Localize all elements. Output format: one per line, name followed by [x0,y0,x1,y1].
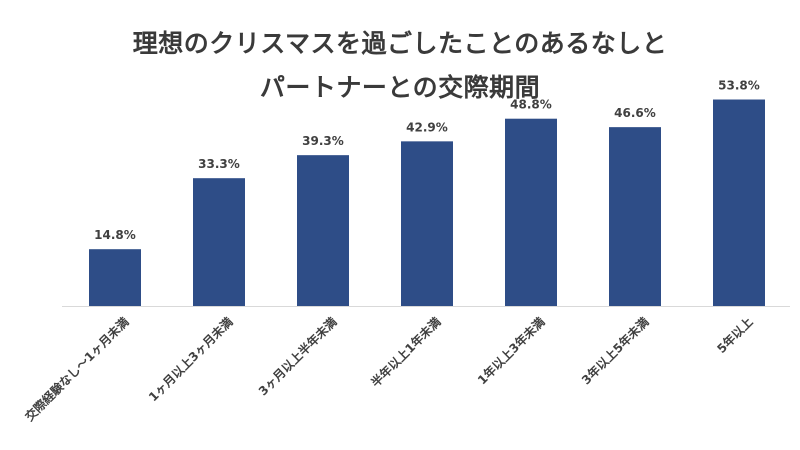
data-label-2: 39.3% [302,134,344,148]
bar-5 [609,127,661,306]
data-label-3: 42.9% [406,120,448,134]
chart-title-line-2: パートナーとの交際期間 [259,73,541,102]
x-tick-label-4: 1年以上3年未満 [474,314,547,387]
bar-0 [89,249,141,306]
chart-title-line-1: 理想のクリスマスを過ごしたことのあるなしと [132,29,668,58]
x-tick-label-1: 1ヶ月以上3ヶ月未満 [145,314,235,404]
data-label-1: 33.3% [198,157,240,171]
x-tick-label-0: 交際経験なし〜1ヶ月未満 [22,314,132,424]
bar-4 [505,118,557,306]
data-label-0: 14.8% [94,228,136,242]
bar-2 [297,155,349,306]
bar-3 [401,141,453,306]
bar-1 [193,178,245,306]
bar-6 [713,99,765,307]
data-label-6: 53.8% [718,79,760,93]
x-tick-label-5: 3年以上5年未満 [578,314,651,387]
data-label-5: 46.6% [614,106,656,120]
x-tick-label-6: 5年以上 [714,314,756,356]
x-tick-label-2: 3ヶ月以上半年未満 [255,314,339,398]
x-tick-label-3: 半年以上1年未満 [368,314,444,390]
data-label-4: 48.8% [510,98,552,112]
